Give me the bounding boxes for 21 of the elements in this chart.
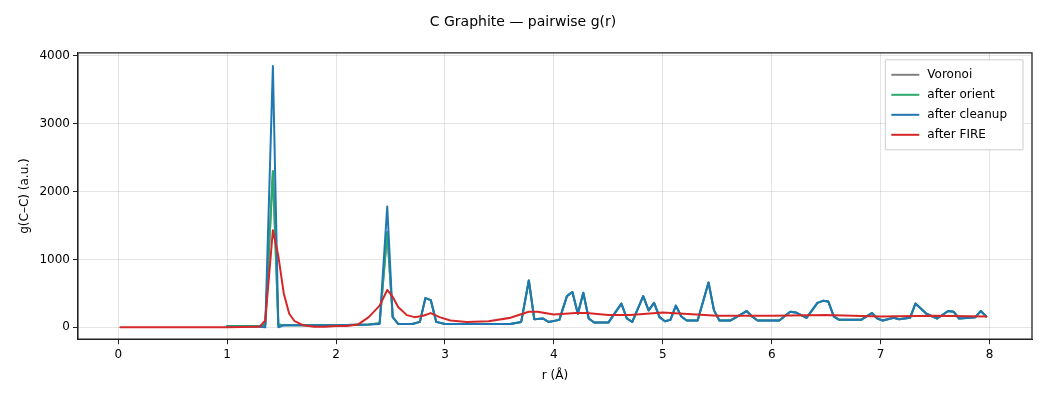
x-axis-title: r (Å) <box>541 366 569 382</box>
legend-label: after FIRE <box>927 126 986 141</box>
x-tick-label: 5 <box>658 346 667 361</box>
legend-label: after orient <box>927 86 996 101</box>
x-tick-label: 7 <box>876 346 885 361</box>
x-tick-label: 3 <box>441 346 449 361</box>
legend-label: after cleanup <box>927 106 1007 121</box>
y-tick-label: 4000 <box>39 47 70 62</box>
y-tick-label: 1000 <box>39 251 70 266</box>
x-tick-label: 0 <box>114 346 123 361</box>
y-tick-label: 3000 <box>39 115 70 130</box>
x-tick-label: 2 <box>332 346 340 361</box>
legend-label: Voronoi <box>927 66 973 81</box>
x-tick-label: 8 <box>985 346 994 361</box>
y-tick-label: 0 <box>62 319 70 334</box>
x-tick-label: 1 <box>223 346 231 361</box>
x-tick-label: 6 <box>767 346 776 361</box>
y-tick-label: 2000 <box>39 183 70 198</box>
chart-title: C Graphite — pairwise g(r) <box>429 13 617 30</box>
x-tick-label: 4 <box>550 346 558 361</box>
y-axis-title: g(C–C) (a.u.) <box>17 158 32 234</box>
